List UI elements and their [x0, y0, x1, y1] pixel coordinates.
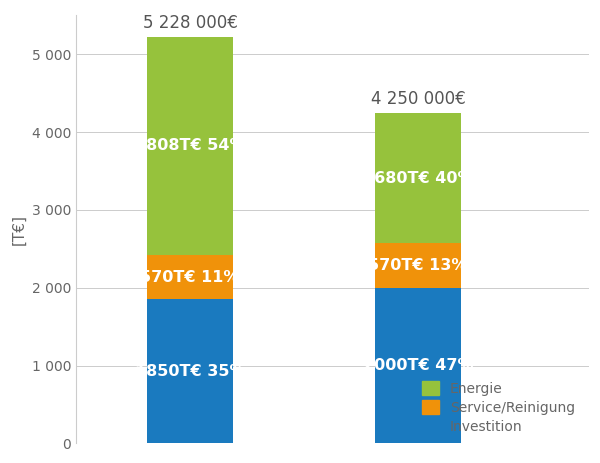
- Text: 4 250 000€: 4 250 000€: [371, 90, 466, 108]
- Y-axis label: [T€]: [T€]: [11, 214, 26, 245]
- Bar: [374, 288, 461, 444]
- Text: 1850T€ 35%: 1850T€ 35%: [135, 364, 245, 379]
- Text: 570T€ 13%: 570T€ 13%: [368, 258, 467, 273]
- Bar: [146, 300, 233, 444]
- Text: 570T€ 11%: 570T€ 11%: [140, 270, 239, 285]
- Bar: [146, 37, 233, 255]
- Text: 2000T€ 47%: 2000T€ 47%: [362, 358, 473, 373]
- Legend: Energie, Service/Reinigung, Investition: Energie, Service/Reinigung, Investition: [415, 374, 582, 441]
- Text: 2808T€ 54%: 2808T€ 54%: [135, 138, 245, 153]
- Bar: [374, 113, 461, 244]
- Text: 5 228 000€: 5 228 000€: [143, 14, 238, 32]
- Bar: [374, 244, 461, 288]
- Text: 1680T€ 40%: 1680T€ 40%: [362, 170, 473, 186]
- Bar: [146, 255, 233, 300]
